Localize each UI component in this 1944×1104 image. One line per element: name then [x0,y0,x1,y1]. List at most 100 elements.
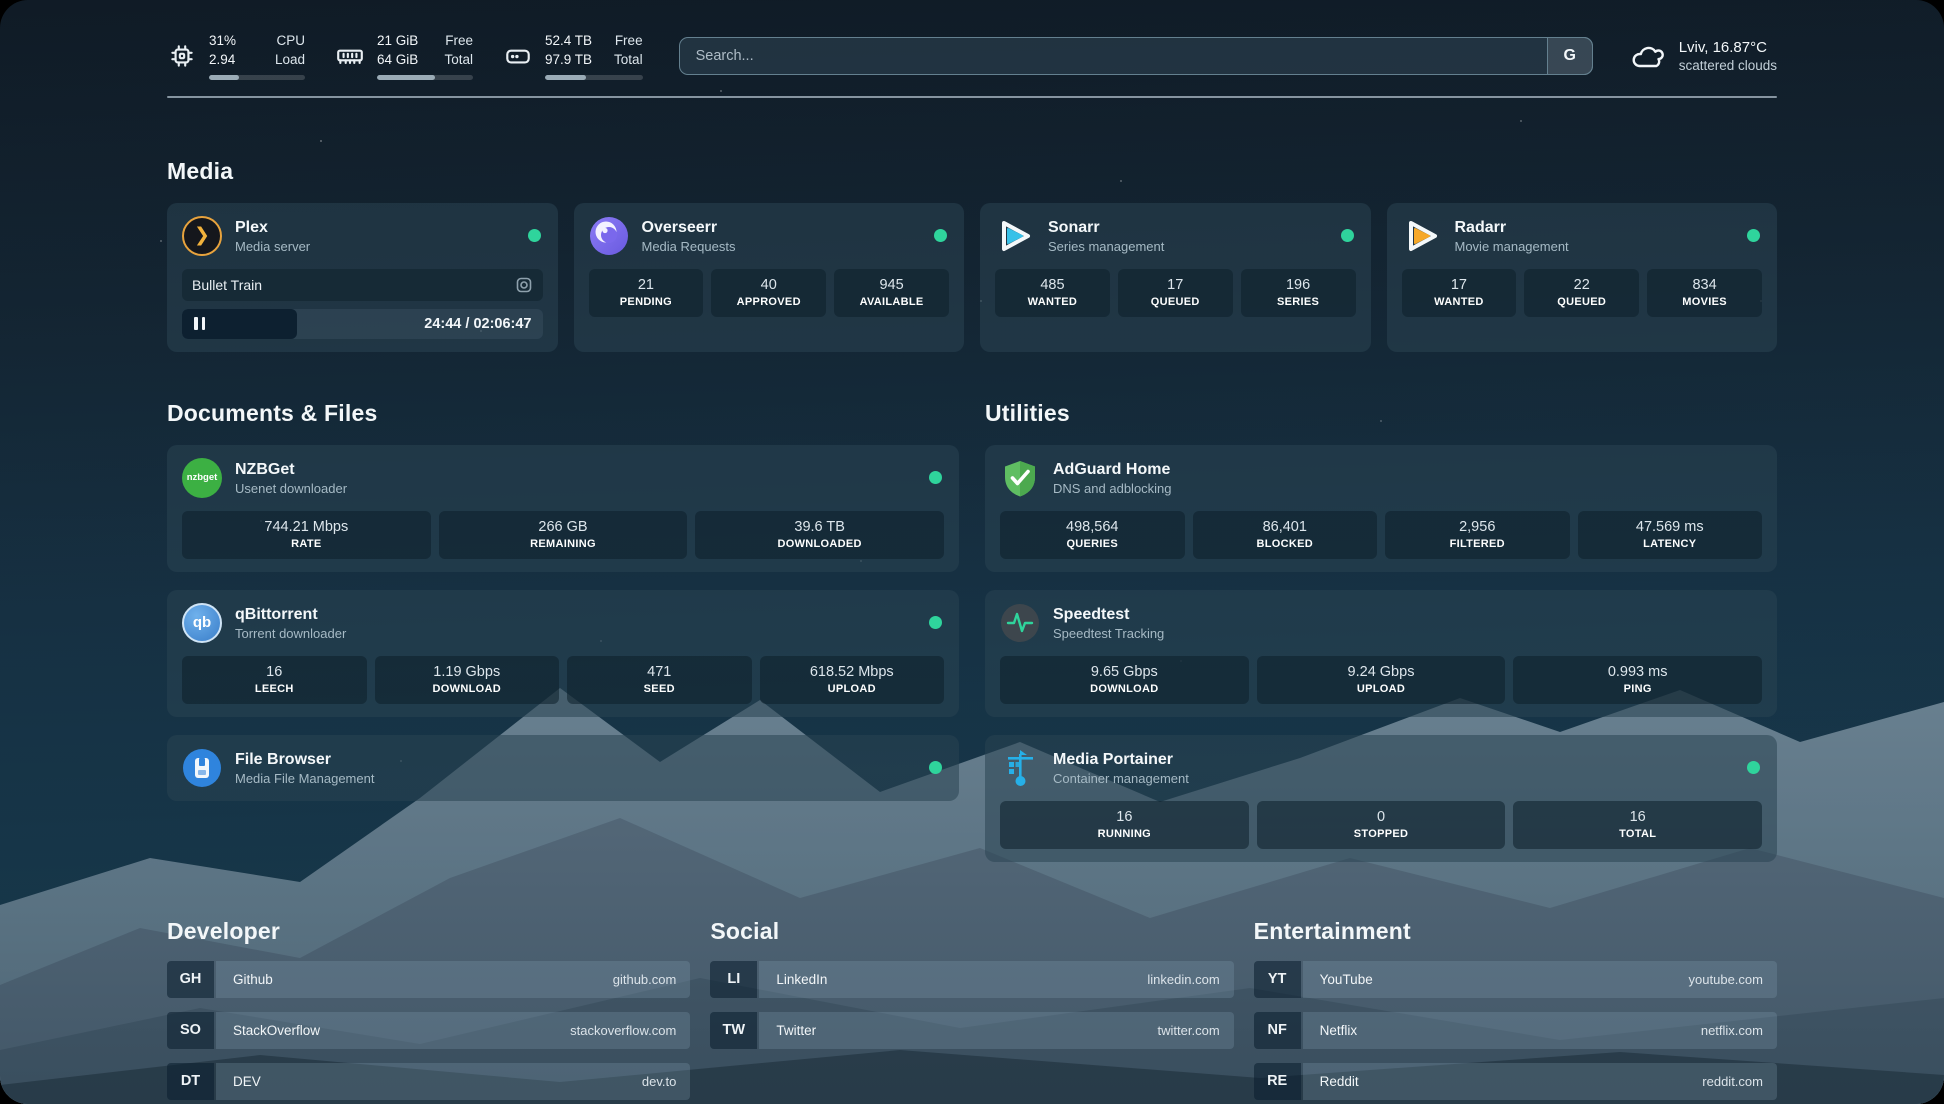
stat-box: 471 SEED [567,655,752,704]
bookmark-abbr: YT [1253,960,1301,998]
snow-specks [0,0,2,2]
sonarr-icon [995,216,1035,256]
stat-box: 744.21 Mbps RATE [182,510,431,559]
service-card-filebrowser[interactable]: File Browser Media File Management [167,734,959,801]
stat-box: 498,564 QUERIES [1000,510,1185,559]
status-online-dot [929,760,942,774]
bookmark-url: reddit.com [1702,1073,1763,1089]
weather-widget: Lviv, 16.87°C scattered clouds [1629,38,1777,74]
service-card-sonarr[interactable]: Sonarr Series management 485 WANTED 17 QUE… [980,202,1371,352]
stat-box: 17 WANTED [1401,268,1517,317]
stat-box: 17 QUEUED [1117,268,1233,317]
bookmark-abbr: LI [710,960,758,998]
nzbget-icon: nzbget [182,457,222,498]
section-title-developer: Developer [167,917,281,944]
service-title: Sonarr [1048,218,1100,236]
adguard-icon [1000,458,1040,498]
bookmark-abbr: GH [167,960,214,998]
bookmark-url: stackoverflow.com [570,1022,677,1038]
service-title: AdGuard Home [1053,460,1171,478]
service-subtitle: Media Requests [641,238,736,254]
service-subtitle: Media File Management [235,770,375,786]
service-card-nzbget[interactable]: nzbget NZBGet Usenet downloader 744.21 M… [167,444,959,572]
bookmark-name: Github [233,971,273,987]
cpu-icon [171,45,193,67]
speedtest-icon [1000,603,1040,643]
service-subtitle: Speedtest Tracking [1053,625,1165,641]
disk-icon [506,49,530,64]
portainer-icon [1000,748,1040,788]
bookmark-url: linkedin.com [1147,971,1220,987]
plex-icon: ❯ [182,215,222,256]
bookmark-abbr: SO [167,1011,214,1049]
memory-labels: Free Total [444,33,473,67]
stat-box: 834 MOVIES [1647,268,1762,317]
bookmark-netflix[interactable]: NF Netflix netflix.com [1253,1011,1777,1049]
search-provider-button[interactable]: G [1546,36,1593,75]
disk-labels: Free Total [614,33,643,67]
stat-box: 16 RUNNING [1000,800,1249,849]
bookmark-group-entertainment: Entertainment YT YouTube youtube.com NF … [1253,917,1777,1100]
service-card-overseerr[interactable]: Overseerr Media Requests 21 PENDING 40 APP… [573,202,964,352]
now-playing-title: Bullet Train [192,276,263,293]
stat-box: 0.993 ms PING [1513,655,1762,704]
playback-progress-row: 24:44 / 02:06:47 [182,308,543,339]
memory-widget: 21 GiB 64 GiB Free Total [335,32,473,80]
stat-box: 86,401 BLOCKED [1192,510,1377,559]
bookmark-url: dev.to [641,1073,677,1089]
service-card-plex[interactable]: ❯ Plex Media server Bullet Train [167,202,558,352]
stat-box: 40 APPROVED [711,268,827,317]
service-subtitle: Movie management [1454,238,1569,254]
bookmark-url: twitter.com [1157,1022,1220,1038]
topbar-divider [167,95,1777,98]
bookmark-name: Twitter [776,1022,817,1038]
bookmark-name: Netflix [1319,1022,1358,1038]
radarr-icon [1402,216,1442,256]
section-title-documents: Documents & Files [167,399,378,426]
stat-box: 9.65 Gbps DOWNLOAD [1000,655,1249,704]
service-card-qbittorrent[interactable]: qb qBittorrent Torrent downloader 16 LEEC… [167,589,959,717]
bookmark-name: DEV [233,1073,261,1089]
service-subtitle: DNS and adblocking [1053,480,1172,496]
search-input[interactable] [678,36,1593,75]
service-card-radarr[interactable]: Radarr Movie management 17 WANTED 22 QUEUE… [1386,202,1777,352]
playback-time: 24:44 / 02:06:47 [424,315,532,332]
bookmark-url: youtube.com [1688,971,1763,987]
bookmark-github[interactable]: GH Github github.com [167,960,691,998]
stat-box: 39.6 TB DOWNLOADED [695,510,944,559]
bookmark-dev[interactable]: DT DEV dev.to [167,1062,691,1100]
service-card-portainer[interactable]: Media Portainer Container management 16 R… [985,734,1777,862]
bookmark-youtube[interactable]: YT YouTube youtube.com [1253,960,1777,998]
stat-box: 16 TOTAL [1513,800,1762,849]
top-bar: 31% 2.94 CPU Load [167,32,1777,80]
qbittorrent-icon: qb [182,602,222,643]
documents-column: Documents & Files nzbget NZBGet Usenet d… [167,400,959,801]
section-title-entertainment: Entertainment [1253,917,1411,944]
bookmark-twitter[interactable]: TW Twitter twitter.com [710,1011,1234,1049]
service-card-adguard[interactable]: AdGuard Home DNS and adblocking 498,564 Q… [985,444,1777,572]
service-title: Overseerr [641,218,718,236]
stat-box: 47.569 ms LATENCY [1577,510,1762,559]
stat-box: 266 GB REMAINING [438,510,688,559]
stat-box: 1.19 Gbps DOWNLOAD [374,655,559,704]
service-card-speedtest[interactable]: Speedtest Speedtest Tracking 9.65 Gbps DO… [985,589,1777,717]
now-playing-row: Bullet Train [182,268,543,301]
status-online-dot [934,228,947,242]
pause-icon[interactable] [194,317,205,331]
overseerr-icon [589,216,629,256]
bookmark-stackoverflow[interactable]: SO StackOverflow stackoverflow.com [167,1011,691,1049]
status-online-dot [929,470,942,484]
service-subtitle: Usenet downloader [235,480,348,496]
bookmark-reddit[interactable]: RE Reddit reddit.com [1253,1062,1777,1100]
cloud-icon [1632,46,1664,68]
bookmark-linkedin[interactable]: LI LinkedIn linkedin.com [710,960,1234,998]
search-bar: G [678,36,1593,75]
stat-box: 618.52 Mbps UPLOAD [759,655,944,704]
utilities-column: Utilities [985,400,1777,862]
service-subtitle: Torrent downloader [235,625,347,641]
bookmark-name: YouTube [1319,971,1373,987]
service-title: qBittorrent [235,605,318,623]
cpu-values: 31% 2.94 [209,33,237,67]
stat-box: 22 QUEUED [1524,268,1640,317]
